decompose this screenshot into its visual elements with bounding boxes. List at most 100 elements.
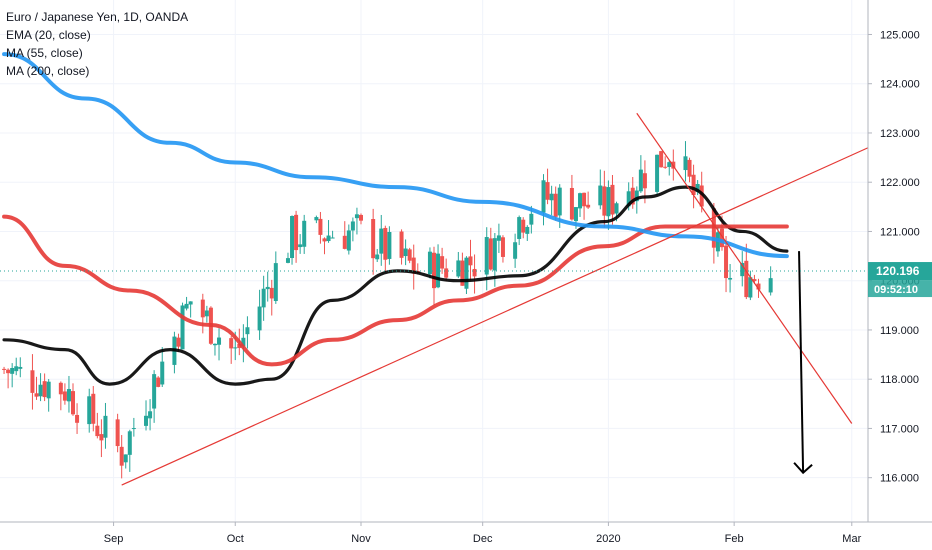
candle-body (492, 238, 497, 271)
ma55-line (2, 214, 789, 367)
candle-body (541, 180, 546, 213)
legend-ma55[interactable]: MA (55, close) (6, 46, 83, 60)
time-tick-label: Nov (351, 533, 371, 545)
candle-body (557, 187, 562, 216)
legend-symbol[interactable]: Euro / Japanese Yen, 1D, OANDA (6, 10, 189, 24)
candle-body (484, 237, 489, 275)
candle-body (399, 231, 404, 258)
candle-body (127, 431, 132, 455)
candle-body (176, 337, 181, 347)
candle-body (95, 425, 100, 437)
candle-body (427, 251, 432, 275)
candle-body (667, 162, 672, 167)
candle-body (233, 347, 238, 349)
candle-body (444, 268, 449, 278)
rising-trendline (121, 147, 869, 486)
candles (2, 141, 773, 479)
price-tick-label: 122.000 (880, 177, 920, 189)
candle-body (573, 207, 578, 222)
last-price-label: 120.196 (876, 264, 920, 278)
price-tick-label: 118.000 (880, 374, 919, 386)
candle-body (2, 368, 7, 370)
candle-body (14, 366, 19, 372)
candle-body (691, 174, 696, 195)
candle-body (30, 370, 35, 393)
price-tick-label: 117.000 (880, 423, 919, 435)
time-tick-label: 2020 (596, 533, 620, 545)
time-axis-bg (0, 522, 932, 550)
candle-body (432, 252, 436, 289)
falling-trendline (636, 112, 853, 424)
candle-body (330, 237, 335, 239)
candle-body (655, 154, 660, 192)
candle-body (123, 454, 128, 463)
candle-body (91, 393, 96, 424)
candle-body (659, 151, 664, 168)
candle-body (342, 235, 347, 249)
candle-body (472, 268, 477, 277)
candle-body (464, 257, 469, 289)
candle-body (314, 217, 319, 221)
candle-body (440, 256, 445, 269)
candle-body (257, 306, 262, 331)
candle-body (75, 414, 80, 423)
legend-ema20[interactable]: EMA (20, close) (6, 28, 91, 42)
candle-body (549, 193, 554, 201)
candle-body (42, 381, 47, 398)
candle-body (517, 217, 522, 239)
candle-body (156, 377, 161, 387)
candle-body (346, 230, 351, 251)
candle-body (740, 262, 745, 277)
candle-body (529, 213, 534, 225)
candle-body (383, 227, 388, 260)
candle-body (407, 249, 412, 261)
candle-body (379, 228, 384, 254)
time-tick-label: Oct (227, 533, 244, 545)
candle-body (6, 369, 11, 374)
chart-legend: Euro / Japanese Yen, 1D, OANDA EMA (20, … (6, 8, 188, 80)
candle-body (99, 434, 104, 441)
candle-body (66, 389, 71, 402)
candle-body (71, 391, 76, 415)
candle-body (358, 214, 363, 221)
candle-body (200, 299, 205, 318)
candle-body (642, 173, 647, 189)
price-tick-label: 123.000 (880, 128, 920, 140)
countdown-label: 09:52:10 (874, 284, 918, 296)
candle-body (18, 366, 23, 369)
candle-body (265, 286, 270, 290)
time-tick-label: Feb (725, 533, 744, 545)
legend-ma200[interactable]: MA (200, close) (6, 64, 90, 78)
candle-body (119, 446, 124, 466)
candle-body (115, 419, 120, 447)
candle-body (598, 185, 603, 206)
ema20-line (2, 185, 789, 386)
candle-body (752, 279, 757, 282)
candle-body (188, 301, 193, 305)
candle-body (87, 396, 92, 425)
candle-body (148, 411, 153, 419)
down-arrow-head (793, 462, 813, 475)
candle-body (152, 374, 157, 409)
candle-body (350, 221, 355, 231)
price-tick-label: 124.000 (880, 79, 920, 91)
candle-body (375, 254, 380, 260)
candle-body (403, 248, 408, 257)
last-price-label-bg (868, 262, 932, 281)
candle-body (719, 228, 724, 248)
candle-body (582, 192, 587, 207)
candle-body (602, 186, 607, 216)
candle-body (387, 232, 392, 259)
candle-body (614, 203, 619, 214)
down-arrow-shaft (798, 251, 805, 473)
candle-body (724, 245, 729, 279)
candle-body (371, 219, 376, 259)
candle-body (204, 310, 209, 317)
candle-body (103, 415, 108, 438)
price-tick-label: 121.000 (880, 226, 920, 238)
price-tick-label: 119.000 (880, 325, 919, 337)
candle-body (261, 288, 266, 308)
candle-body (294, 214, 299, 251)
candle-body (545, 182, 550, 200)
